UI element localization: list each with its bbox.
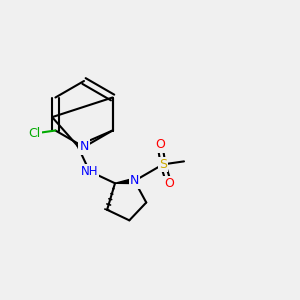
Text: S: S (159, 158, 167, 171)
Text: O: O (155, 138, 165, 152)
Polygon shape (115, 178, 135, 184)
Text: NH: NH (81, 165, 98, 178)
Text: O: O (164, 177, 174, 190)
Text: Cl: Cl (28, 127, 40, 140)
Text: N: N (130, 174, 139, 188)
Text: N: N (79, 140, 89, 154)
